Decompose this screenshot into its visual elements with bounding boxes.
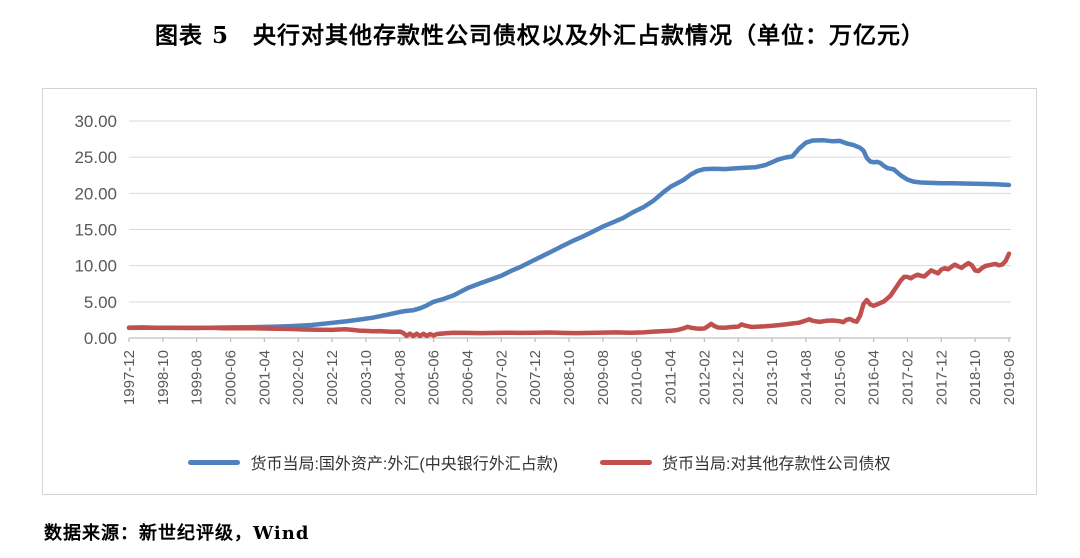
svg-text:2000-06: 2000-06 [223, 350, 240, 405]
chart-frame: 0.00 5.00 10.00 15.00 20.00 25.00 30.00 1997-12… [42, 88, 1037, 495]
svg-text:2011-04: 2011-04 [663, 350, 680, 404]
svg-text:30.00: 30.00 [74, 112, 117, 131]
svg-text:0.00: 0.00 [84, 329, 117, 348]
chart-legend: 货币当局:国外资产:外汇(中央银行外汇占款) 货币当局:对其他存款性公司债权 [43, 450, 1036, 474]
svg-text:2006-04: 2006-04 [459, 350, 476, 405]
svg-text:2014-08: 2014-08 [798, 350, 815, 405]
svg-text:2003-10: 2003-10 [358, 350, 375, 405]
svg-text:10.00: 10.00 [74, 257, 117, 276]
svg-text:1998-10: 1998-10 [155, 350, 172, 405]
svg-text:5.00: 5.00 [84, 293, 117, 312]
legend-item-fx: 货币当局:国外资产:外汇(中央银行外汇占款) [188, 450, 558, 474]
svg-text:2001-04: 2001-04 [256, 350, 273, 405]
svg-text:2012-02: 2012-02 [696, 350, 713, 405]
line-chart: 0.00 5.00 10.00 15.00 20.00 25.00 30.00 1997-12… [74, 112, 1018, 405]
svg-text:2017-12: 2017-12 [933, 350, 950, 405]
svg-text:2015-06: 2015-06 [832, 350, 849, 405]
svg-text:2005-06: 2005-06 [426, 350, 443, 405]
legend-item-claims: 货币当局:对其他存款性公司债权 [600, 450, 891, 474]
svg-text:1999-08: 1999-08 [189, 350, 206, 405]
svg-text:2007-02: 2007-02 [493, 350, 510, 405]
svg-text:2018-10: 2018-10 [967, 350, 984, 405]
chart-title: 图表 5 央行对其他存款性公司债权以及外汇占款情况（单位：万亿元） [154, 22, 925, 49]
svg-text:2009-08: 2009-08 [595, 350, 612, 405]
svg-text:2004-08: 2004-08 [392, 350, 409, 405]
svg-text:2010-06: 2010-06 [629, 350, 646, 405]
svg-text:2016-04: 2016-04 [866, 350, 883, 405]
data-source-note: 数据来源：新世纪评级，Wind [44, 523, 310, 544]
svg-text:1997-12: 1997-12 [121, 350, 138, 405]
svg-text:2013-10: 2013-10 [764, 350, 781, 405]
legend-label-fx: 货币当局:国外资产:外汇(中央银行外汇占款) [250, 456, 559, 473]
svg-text:2012-12: 2012-12 [730, 350, 747, 405]
svg-text:20.00: 20.00 [74, 184, 117, 203]
red-line-swatch-icon [600, 459, 653, 465]
svg-text:2002-12: 2002-12 [324, 350, 341, 405]
legend-label-claims: 货币当局:对其他存款性公司债权 [662, 456, 891, 473]
svg-text:2002-02: 2002-02 [290, 350, 307, 405]
blue-line-swatch-icon [188, 459, 241, 465]
svg-text:2017-02: 2017-02 [899, 350, 916, 405]
svg-text:15.00: 15.00 [74, 221, 117, 240]
svg-text:25.00: 25.00 [74, 148, 117, 167]
svg-text:2019-08: 2019-08 [1001, 350, 1018, 405]
svg-text:2007-12: 2007-12 [527, 350, 544, 405]
svg-text:2008-10: 2008-10 [561, 350, 578, 405]
